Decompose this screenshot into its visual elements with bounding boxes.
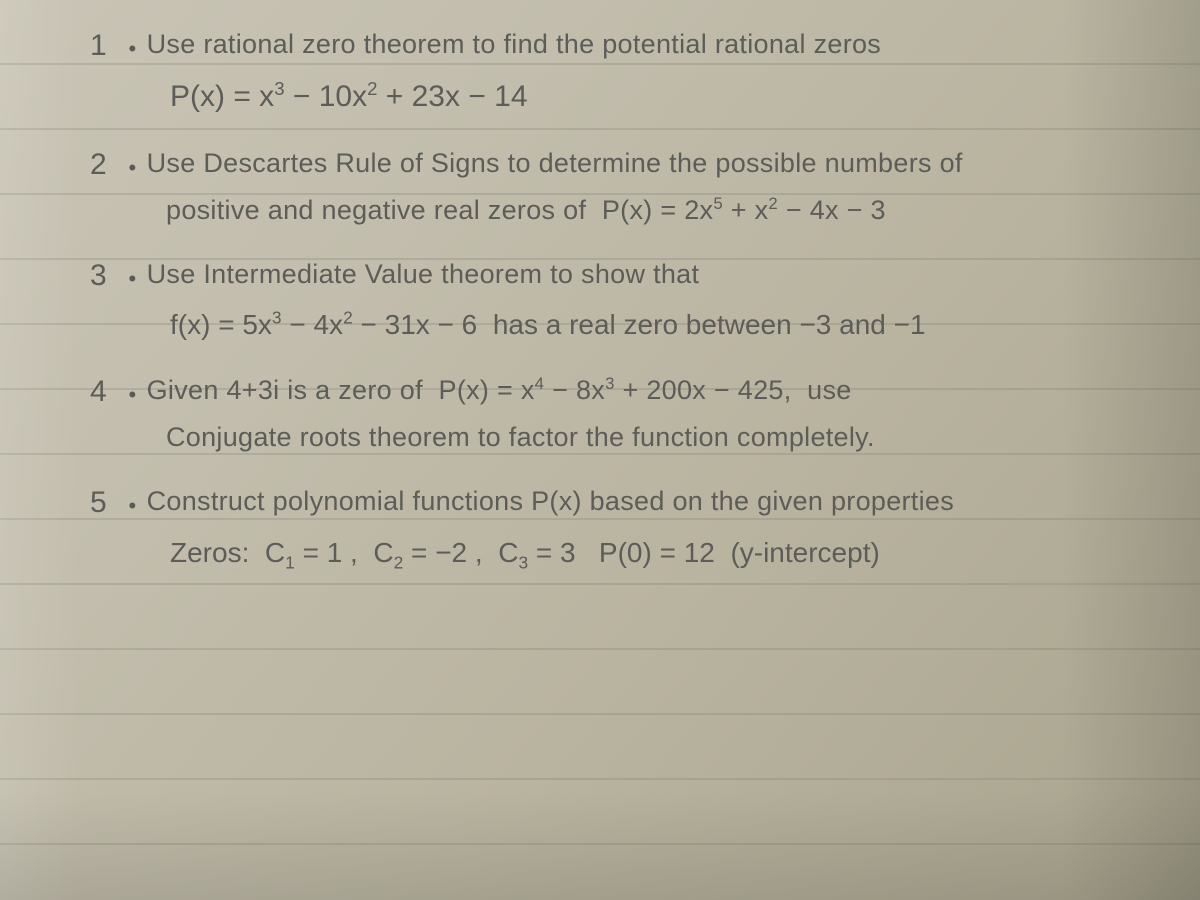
- problem-text: Construct polynomial functions P(x) base…: [147, 486, 954, 516]
- problem-equation: Zeros: C1 = 1 , C2 = −2 , C3 = 3 P(0) = …: [170, 534, 1140, 572]
- problem-text: Use Intermediate Value theorem to show t…: [147, 259, 700, 289]
- problem-text: Use Descartes Rule of Signs to determine…: [147, 148, 963, 178]
- bullet-icon: •: [128, 36, 136, 61]
- problem-text-line2: positive and negative real zeros of P(x)…: [166, 192, 1140, 228]
- problem-number: 4: [90, 372, 124, 413]
- bullet-icon: •: [128, 266, 136, 291]
- bullet-icon: •: [128, 493, 136, 518]
- problem-4: 4 • Given 4+3i is a zero of P(x) = x4 − …: [90, 372, 1140, 455]
- problem-equation: P(x) = x3 − 10x2 + 23x − 14: [170, 77, 1140, 118]
- problem-text: Given 4+3i is a zero of P(x) = x4 − 8x3 …: [147, 375, 852, 405]
- problem-1: 1 • Use rational zero theorem to find th…: [90, 26, 1140, 117]
- problem-number: 2: [90, 145, 124, 186]
- problem-3: 3 • Use Intermediate Value theorem to sh…: [90, 256, 1140, 344]
- problem-number: 5: [90, 483, 124, 524]
- bullet-icon: •: [128, 382, 136, 407]
- problem-2: 2 • Use Descartes Rule of Signs to deter…: [90, 145, 1140, 228]
- worksheet-content: 1 • Use rational zero theorem to find th…: [0, 0, 1200, 619]
- problem-equation: f(x) = 5x3 − 4x2 − 31x − 6 has a real ze…: [170, 306, 1140, 344]
- problem-number: 1: [90, 26, 124, 67]
- problem-5: 5 • Construct polynomial functions P(x) …: [90, 483, 1140, 571]
- problem-number: 3: [90, 256, 124, 297]
- problem-text-line2: Conjugate roots theorem to factor the fu…: [166, 419, 1140, 455]
- bullet-icon: •: [128, 155, 136, 180]
- problem-text: Use rational zero theorem to find the po…: [147, 29, 882, 59]
